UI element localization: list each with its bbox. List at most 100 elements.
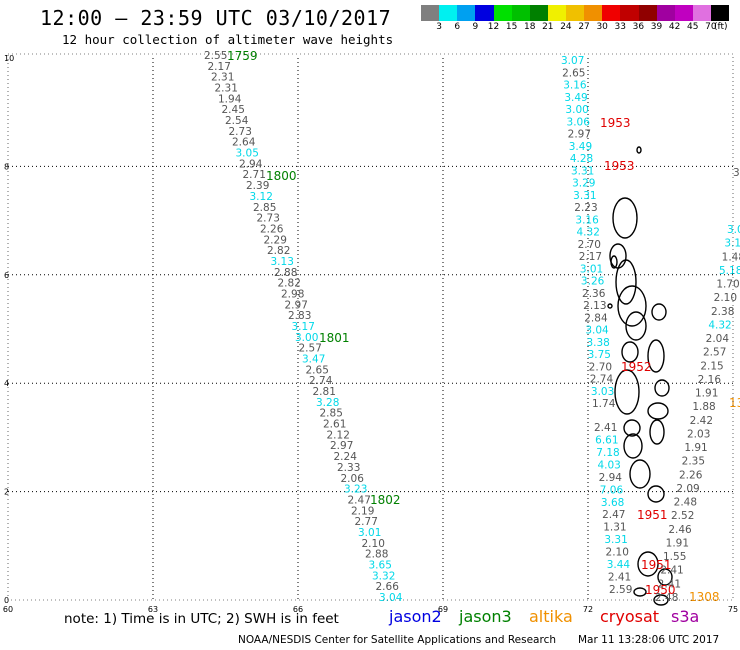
track-time-label: 1953	[600, 116, 631, 130]
island-outline	[647, 485, 665, 503]
wave-height-label: 3.1	[724, 238, 740, 250]
wave-height-label: 3.04	[379, 592, 403, 604]
color-scale-tick: 27	[578, 22, 590, 32]
wave-height-label: 2.41	[658, 578, 681, 590]
wave-height-label: 2.26	[679, 469, 703, 481]
color-scale-tick: 18	[523, 22, 536, 32]
wave-height-label: 1.91	[684, 442, 707, 454]
wave-height-label: 2.81	[313, 386, 336, 398]
color-swatch	[566, 5, 585, 21]
island-outline	[621, 341, 639, 363]
wave-height-label: 2.17	[208, 61, 231, 73]
wave-height-label: 1.55	[663, 551, 686, 563]
wave-height-label: 3.26	[581, 276, 605, 288]
wave-height-label: 2.39	[246, 180, 269, 192]
wave-height-label: 2.94	[239, 158, 263, 170]
track-time-label: 1801	[319, 331, 350, 345]
track-time-label: 1800	[266, 169, 297, 183]
track-time-label: 1953	[604, 159, 635, 173]
wave-height-label: 3.16	[575, 214, 599, 226]
wave-height-label: 2.77	[355, 516, 378, 528]
wave-height-label: 2.73	[257, 213, 280, 225]
wave-height-label: 2.10	[362, 538, 385, 550]
wave-height-label: 2.97	[330, 440, 353, 452]
wave-height-label: 3.68	[601, 497, 624, 509]
wave-height-label: 2.65	[562, 67, 585, 79]
track-time-label: 1952	[621, 360, 652, 374]
color-scale-labels: 3 6 9 12 15 18 21 24 27 30 33 36 39 42 45 70	[421, 22, 740, 36]
island-outline	[657, 568, 673, 586]
wave-height-label: 2.16	[698, 374, 722, 386]
color-swatch	[656, 5, 675, 21]
island-outline	[654, 379, 670, 397]
wave-height-label: 3.75	[588, 349, 611, 361]
y-tick-label: 4	[4, 379, 9, 388]
color-scale-tick: 12	[487, 22, 500, 32]
wave-height-label: 3.00	[565, 104, 588, 116]
wave-height-label: 2.23	[574, 202, 597, 214]
y-tick-label: 0	[4, 596, 9, 605]
wave-height-label: 1.48	[722, 251, 740, 263]
x-tick-label: 72	[583, 605, 593, 614]
color-swatch	[602, 5, 621, 21]
wave-height-label: 2.13	[583, 300, 606, 312]
color-scale-tick: 9	[472, 22, 479, 32]
wave-height-label: 2.06	[341, 473, 365, 485]
wave-height-label: 3.17	[292, 321, 315, 333]
color-swatch	[457, 5, 476, 21]
wave-height-label: 3.31	[604, 534, 627, 546]
y-tick-label: 6	[4, 271, 9, 280]
wave-height-label: 2.59	[609, 584, 632, 596]
wave-height-label: 4.32	[708, 319, 731, 331]
wave-height-label: 2.19	[351, 505, 374, 517]
island-outline	[617, 285, 647, 327]
wave-height-label: 2.29	[264, 234, 287, 246]
wave-height-label: 2.83	[288, 310, 311, 322]
wave-height-label: 2.74	[590, 374, 614, 386]
wave-height-label: 2.12	[327, 429, 350, 441]
legend-cryosat: cryosat	[600, 607, 660, 626]
footer-note: note: 1) Time is in UTC; 2) SWH is in fe…	[64, 611, 339, 627]
island-outline	[636, 146, 642, 154]
island-outline	[649, 419, 665, 445]
island-outline	[623, 419, 641, 437]
x-tick-label: 66	[293, 605, 303, 614]
wave-height-label: 6.61	[595, 434, 618, 446]
island-outline	[629, 459, 651, 489]
wave-height-label: 2.17	[579, 251, 602, 263]
chart-title: 12:00 – 23:59 UTC 03/10/2017	[40, 6, 392, 30]
track-time-label: 1950	[645, 583, 676, 597]
legend-jason3: jason3	[459, 607, 512, 626]
color-swatch	[439, 5, 458, 21]
wave-height-label: 2.33	[337, 462, 360, 474]
wave-height-label: 2.09	[676, 483, 699, 495]
wave-height-label: 2.04	[706, 333, 730, 345]
color-scale-tick: 36	[632, 22, 645, 32]
island-outline	[615, 259, 637, 305]
wave-height-label: 3.38	[586, 337, 609, 349]
track-time-label: 1951	[641, 558, 672, 572]
y-tick-label: 8	[4, 162, 9, 171]
wave-height-label: 2.45	[222, 104, 245, 116]
wave-height-label: 2.65	[306, 364, 329, 376]
color-scale-tick: 21	[542, 22, 554, 32]
wave-height-label: 2.46	[668, 524, 692, 536]
wave-height-label: 2.84	[584, 312, 608, 324]
island-outline	[633, 587, 647, 597]
wave-height-label: 3.32	[372, 570, 395, 582]
wave-height-label: 2.57	[703, 347, 726, 359]
island-outline	[612, 197, 638, 239]
wave-height-label: 2.88	[274, 267, 297, 279]
island-outline	[607, 303, 613, 309]
wave-height-label: 7.06	[600, 484, 624, 496]
wave-height-label: 2.10	[606, 547, 629, 559]
wave-height-label: 2.15	[700, 360, 723, 372]
wave-height-label: 2.61	[323, 419, 346, 431]
x-tick-label: 63	[148, 605, 158, 614]
wave-height-label: 2.31	[215, 83, 238, 95]
x-tick-label: 60	[3, 605, 13, 614]
wave-height-label: 3.44	[607, 559, 631, 571]
wave-height-label: 3.16	[563, 80, 587, 92]
wave-height-label: 7.18	[596, 447, 619, 459]
